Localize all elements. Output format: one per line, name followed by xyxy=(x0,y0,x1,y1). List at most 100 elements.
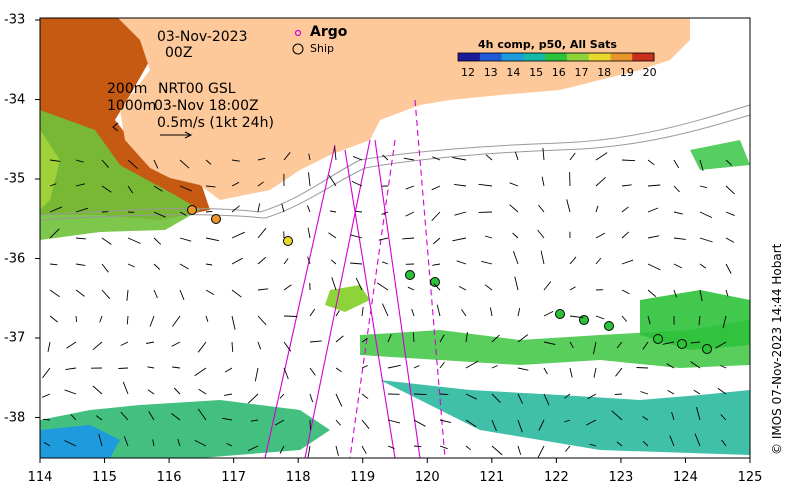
current-vector xyxy=(595,176,606,187)
current-vector xyxy=(696,406,701,421)
colorbar xyxy=(457,52,655,62)
current-vector xyxy=(509,204,519,213)
current-vector xyxy=(540,250,545,265)
y-tick-label: -37 xyxy=(4,330,26,346)
ship-marker xyxy=(653,334,663,344)
current-vector xyxy=(47,341,51,352)
contour-200-label: 200m xyxy=(107,81,148,97)
current-vector xyxy=(543,281,552,291)
current-vector xyxy=(647,207,659,213)
time-label: 00Z xyxy=(165,45,193,61)
current-vector xyxy=(361,445,367,454)
current-vector xyxy=(42,367,51,379)
current-vector xyxy=(461,309,467,317)
current-vector xyxy=(335,393,343,407)
current-vector xyxy=(75,289,85,297)
current-vector xyxy=(224,367,233,373)
current-vector xyxy=(640,391,649,395)
current-vector xyxy=(152,439,155,447)
current-vector xyxy=(306,205,311,213)
current-vector xyxy=(517,393,524,404)
current-vector xyxy=(352,155,363,161)
current-vector xyxy=(509,182,519,187)
current-vector xyxy=(75,237,86,240)
current-vector xyxy=(75,183,86,187)
current-vector xyxy=(621,289,630,295)
current-vector xyxy=(569,367,573,378)
current-vector xyxy=(350,234,363,239)
current-vector xyxy=(98,433,103,447)
current-vector xyxy=(621,159,636,162)
scale-label: 0.5m/s (1kt 24h) xyxy=(157,115,274,131)
x-tick-label: 117 xyxy=(221,470,247,485)
current-vector xyxy=(595,232,606,239)
current-vector xyxy=(224,393,233,396)
colorbar-tick-label: 17 xyxy=(574,66,589,79)
current-vector xyxy=(382,154,389,161)
current-vector xyxy=(283,341,292,352)
current-vector xyxy=(517,334,529,343)
current-vector xyxy=(49,183,57,187)
ship-marker xyxy=(405,270,415,280)
current-vector xyxy=(146,341,155,344)
current-vector xyxy=(725,185,735,195)
current-vector xyxy=(120,341,129,346)
current-vector xyxy=(543,310,554,317)
current-vector xyxy=(491,445,503,456)
colorbar-segment xyxy=(545,53,568,61)
ship-marker xyxy=(430,277,440,287)
current-vector xyxy=(541,176,545,187)
current-vector xyxy=(433,283,441,291)
current-arrows xyxy=(41,146,735,458)
colorbar-segment xyxy=(632,53,655,61)
current-vector xyxy=(542,147,545,161)
current-vector xyxy=(452,157,467,161)
product-label: NRT00 GSL xyxy=(158,81,236,97)
colorbar-segment xyxy=(566,53,590,61)
current-vector xyxy=(283,315,298,317)
current-vector xyxy=(335,445,339,456)
current-vector xyxy=(647,263,661,271)
current-vector xyxy=(350,262,363,265)
current-vector xyxy=(126,289,129,301)
y-tick-label: -35 xyxy=(4,171,26,187)
current-vector xyxy=(179,289,185,300)
current-vector xyxy=(465,332,468,343)
current-vector xyxy=(595,315,605,320)
current-vector xyxy=(537,445,545,458)
current-vector xyxy=(231,257,243,265)
current-vector xyxy=(569,256,577,265)
current-vector xyxy=(433,237,441,245)
current-vector xyxy=(592,341,597,355)
current-vector xyxy=(512,232,519,239)
current-vector xyxy=(616,441,623,447)
current-vector xyxy=(153,237,162,245)
current-vector xyxy=(537,229,545,239)
current-vector xyxy=(621,231,630,239)
current-vector xyxy=(673,237,686,240)
current-vector xyxy=(330,210,337,213)
current-vector xyxy=(257,315,267,326)
current-vector xyxy=(698,315,701,326)
current-vector xyxy=(307,227,311,239)
current-vector xyxy=(226,442,233,447)
current-vector xyxy=(485,154,493,161)
current-vector xyxy=(690,361,701,369)
current-vector xyxy=(595,257,602,265)
current-vector xyxy=(514,276,519,291)
current-vector xyxy=(101,263,109,273)
colorbar-tick-label: 14 xyxy=(506,66,521,79)
current-vector xyxy=(231,181,240,187)
current-vector xyxy=(662,341,675,345)
current-vector xyxy=(361,338,368,343)
current-vector xyxy=(642,416,649,421)
ship-marker xyxy=(211,214,221,224)
current-vector xyxy=(481,260,493,265)
current-vector xyxy=(569,152,576,161)
current-vector xyxy=(173,387,181,395)
current-vector xyxy=(647,159,655,166)
current-vector xyxy=(673,185,680,193)
current-vector xyxy=(307,256,311,265)
current-vector xyxy=(647,289,657,297)
current-vector xyxy=(673,159,680,169)
